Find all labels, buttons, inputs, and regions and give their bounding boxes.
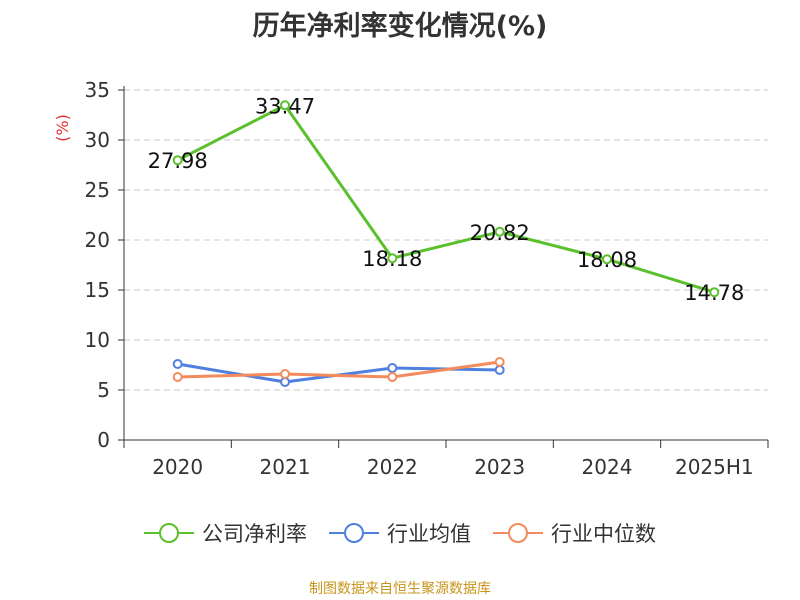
legend-item[interactable]: 行业中位数 — [493, 518, 656, 548]
y-tick-label: 10 — [85, 328, 110, 352]
data-label: 27.98 — [148, 149, 208, 173]
series-line — [176, 103, 715, 294]
legend: 公司净利率 行业均值 行业中位数 — [0, 518, 800, 548]
legend-label: 行业均值 — [387, 522, 471, 546]
data-point — [387, 372, 398, 382]
data-label: 18.18 — [362, 247, 422, 271]
x-tick-label: 2020 — [152, 455, 203, 479]
data-label: 14.78 — [684, 281, 744, 305]
legend-label: 行业中位数 — [551, 522, 656, 546]
data-point — [387, 253, 398, 264]
data-point — [172, 359, 183, 369]
x-tick-label: 2023 — [474, 455, 525, 479]
data-point — [387, 363, 398, 373]
series-line — [177, 360, 500, 379]
legend-marker — [144, 523, 194, 543]
y-tick-label: 20 — [85, 228, 110, 252]
legend-item[interactable]: 行业均值 — [329, 518, 471, 548]
legend-label: 公司净利率 — [202, 522, 307, 546]
data-point — [280, 377, 290, 387]
data-point — [494, 365, 505, 375]
legend-item[interactable]: 公司净利率 — [144, 518, 307, 548]
y-axis-label: (%) — [53, 114, 72, 142]
data-point — [494, 226, 505, 237]
x-tick-label: 2025H1 — [675, 455, 754, 479]
y-tick-label: 0 — [97, 428, 110, 452]
data-label: 20.82 — [470, 221, 530, 245]
source-note: 制图数据来自恒生聚源数据库 — [309, 581, 491, 597]
data-point — [280, 369, 290, 379]
data-point — [172, 155, 183, 166]
legend-marker — [329, 523, 379, 543]
data-point — [280, 100, 290, 111]
y-tick-label: 30 — [85, 128, 110, 152]
data-point — [602, 254, 612, 265]
y-tick-label: 35 — [85, 78, 110, 102]
chart-title: 历年净利率变化情况(%) — [252, 11, 548, 42]
legend-marker — [493, 523, 543, 543]
data-point — [172, 372, 183, 382]
data-label: 33.47 — [255, 94, 315, 118]
x-tick-label: 2022 — [367, 455, 418, 479]
series-line — [177, 362, 500, 384]
y-tick-label: 5 — [97, 378, 110, 402]
data-point — [494, 357, 505, 367]
y-tick-label: 25 — [85, 178, 110, 202]
x-tick-label: 2021 — [260, 455, 311, 479]
data-label: 18.08 — [577, 248, 637, 272]
data-point — [709, 287, 720, 298]
y-tick-label: 15 — [85, 278, 110, 302]
x-tick-label: 2024 — [582, 455, 633, 479]
